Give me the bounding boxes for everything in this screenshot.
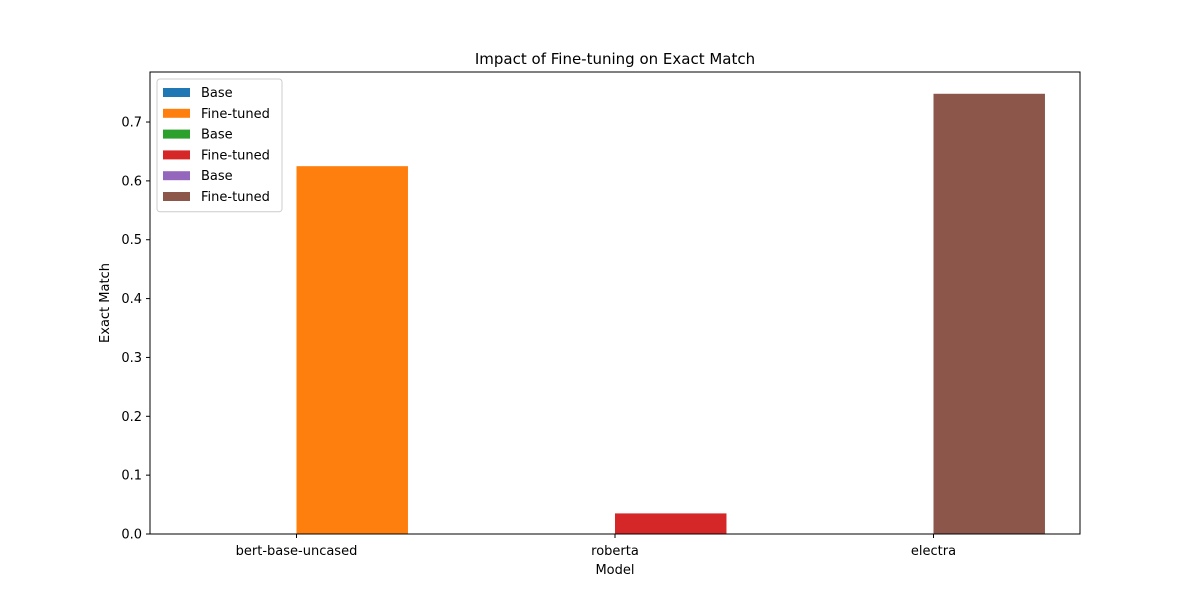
- bar-roberta-fine-tuned: [615, 513, 727, 534]
- y-tick-label: 0.6: [121, 174, 142, 189]
- legend-swatch: [163, 192, 190, 201]
- legend: Base Fine-tuned Base Fine-tuned Base Fine-tun…: [156, 78, 283, 213]
- y-tick-label: 0.5: [121, 233, 142, 248]
- legend-label: Fine-tuned: [201, 190, 270, 205]
- y-tick-label: 0.4: [121, 292, 142, 307]
- legend-swatch: [163, 108, 190, 118]
- y-tick-label: 0.2: [121, 410, 142, 425]
- y-tick-label: 0.1: [121, 469, 142, 484]
- bars-layer: [296, 93, 1045, 535]
- bar-electra-fine-tuned: [933, 93, 1045, 535]
- x-tick-label: electra: [911, 544, 956, 559]
- legend-label: Fine-tuned: [201, 107, 270, 122]
- legend-label: Base: [201, 169, 233, 184]
- y-tick-label: 0.0: [121, 528, 142, 543]
- legend-label: Base: [201, 128, 233, 143]
- legend-swatch: [163, 88, 190, 97]
- x-tick-label: roberta: [591, 544, 639, 559]
- bar-bert-base-uncased-fine-tuned: [296, 166, 408, 535]
- legend-swatch: [163, 129, 190, 139]
- legend-label: Base: [201, 86, 233, 101]
- axes-layer: 0.0 0.1 0.2 0.3 0.4 0.5 0.6 0.7 bert-base-uncase…: [121, 71, 1081, 559]
- y-tick-label: 0.3: [121, 351, 142, 366]
- x-tick-label: bert-base-uncased: [236, 544, 358, 559]
- y-tick-label: 0.7: [121, 116, 142, 131]
- chart-title: Impact of Fine-tuning on Exact Match: [475, 50, 755, 68]
- legend-label: Fine-tuned: [201, 148, 270, 163]
- y-axis-label: Exact Match: [98, 263, 113, 343]
- x-axis-label: Model: [595, 563, 634, 578]
- legend-swatch: [163, 150, 190, 160]
- legend-swatch: [163, 171, 190, 181]
